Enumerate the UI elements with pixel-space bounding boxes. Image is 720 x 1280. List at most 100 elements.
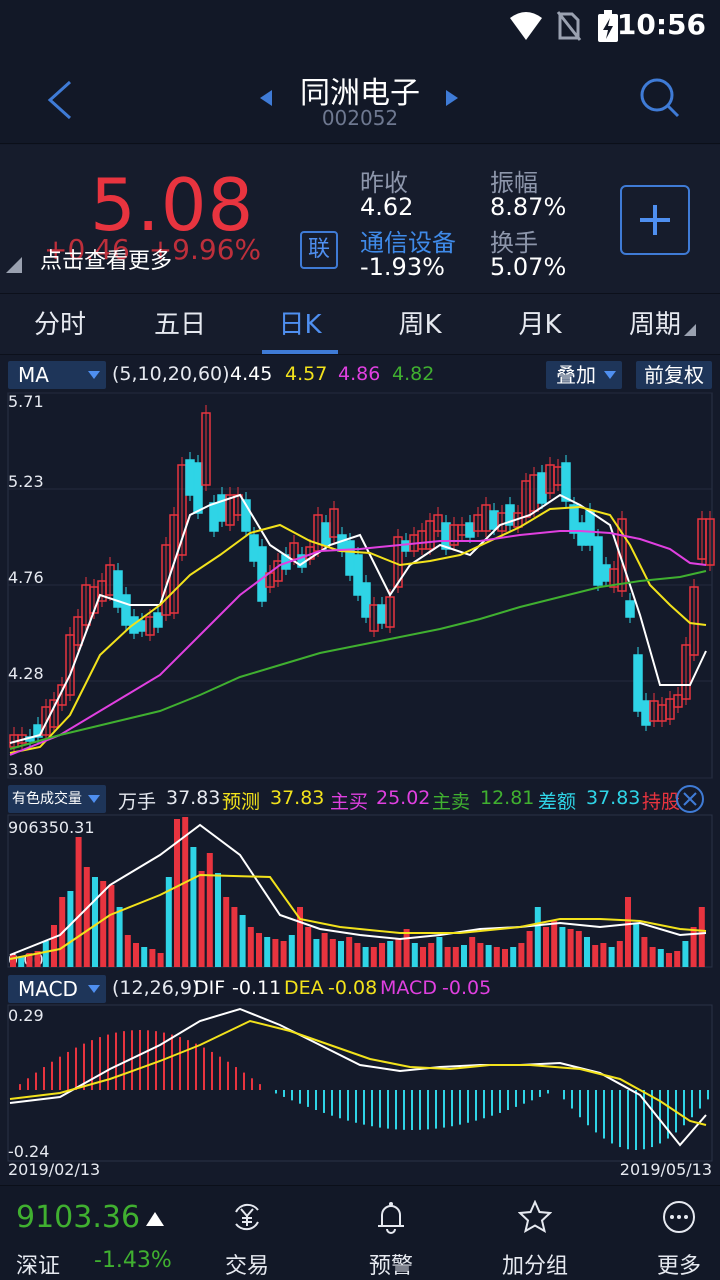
- volume-bar: [616, 941, 623, 967]
- volume-bar: [288, 935, 295, 967]
- tab-monthly-k[interactable]: 月K: [518, 310, 562, 340]
- candle-body: [377, 604, 387, 624]
- corner-triangle-icon: [6, 257, 22, 273]
- volume-bar: [182, 817, 189, 967]
- current-price: 5.08: [90, 163, 255, 247]
- ma-indicator-select[interactable]: MA: [8, 361, 106, 389]
- ma10-value: 4.57: [285, 363, 328, 385]
- candle-body: [209, 502, 219, 532]
- ma20-line: [9, 530, 707, 756]
- header: 同洲电子 002052: [0, 52, 720, 144]
- candle-body: [113, 570, 123, 608]
- more-icon: [663, 1201, 695, 1233]
- turnover-value: 5.07%: [490, 253, 567, 281]
- volume-bar: [387, 941, 394, 967]
- back-icon[interactable]: [44, 78, 74, 122]
- up-arrow-icon: [146, 1212, 164, 1226]
- ma-params: (5,10,20,60): [112, 363, 230, 385]
- volume-bar: [428, 943, 435, 967]
- macd-min-label: -0.24: [8, 1142, 49, 1161]
- view-more-hint[interactable]: 点击查看更多: [40, 249, 173, 274]
- volume-unit: 万手: [118, 791, 157, 813]
- volume-bar: [75, 837, 82, 967]
- volume-bar: [297, 907, 303, 967]
- volume-bar: [493, 947, 500, 967]
- prev-close-label: 昨收: [360, 169, 408, 197]
- macd-max-label: 0.29: [8, 1006, 44, 1025]
- volume-bar: [206, 853, 213, 967]
- volume-bar: [411, 943, 418, 967]
- price-change: +0.46: [44, 233, 130, 266]
- price-axis-label: 5.23: [8, 472, 44, 491]
- volume-bar: [313, 939, 320, 967]
- period-dropdown-icon: [684, 324, 696, 336]
- index-name: 深证: [16, 1254, 61, 1279]
- dif-label: DIF: [194, 977, 226, 999]
- volume-bar: [674, 951, 681, 967]
- candle-body: [401, 540, 411, 552]
- candle-body: [385, 596, 395, 628]
- volume-bar: [329, 939, 336, 967]
- quote-panel[interactable]: 5.08 +0.46 +9.96% 点击查看更多 联 昨收 4.62 通信设备 …: [0, 145, 720, 293]
- candle-body: [345, 540, 355, 576]
- candle-body: [193, 462, 203, 514]
- volume-bar: [280, 941, 287, 967]
- add-watchlist-button[interactable]: [620, 185, 690, 255]
- volume-bar: [575, 931, 582, 967]
- volume-bar: [690, 927, 697, 967]
- dea-label: DEA: [284, 977, 324, 999]
- sector-link[interactable]: 通信设备: [360, 229, 456, 257]
- related-button[interactable]: 联: [300, 231, 338, 269]
- index-value[interactable]: 9103.36: [16, 1200, 141, 1235]
- star-icon: [518, 1200, 552, 1234]
- target-icon[interactable]: [674, 783, 706, 815]
- candle-body: [249, 534, 259, 562]
- nav-more[interactable]: 更多: [624, 1186, 720, 1280]
- candle-body: [689, 586, 699, 656]
- candle-body: [337, 534, 347, 552]
- search-icon[interactable]: [638, 76, 682, 120]
- volume-bar: [51, 925, 57, 967]
- tab-period[interactable]: 周期: [628, 310, 681, 340]
- volume-bar: [165, 877, 172, 967]
- macd-dea-line: [9, 1019, 707, 1126]
- adjust-button[interactable]: 前复权: [636, 361, 712, 389]
- prev-stock-icon[interactable]: [258, 88, 274, 108]
- candle-body: [425, 520, 435, 550]
- tab-five-day[interactable]: 五日: [153, 310, 206, 340]
- volume-bar: [133, 943, 139, 967]
- volume-indicator-select[interactable]: 有色成交量: [8, 785, 106, 813]
- chevron-down-icon: [88, 371, 100, 379]
- date-start-label: 2019/02/13: [8, 1160, 100, 1179]
- chevron-down-icon: [88, 795, 100, 803]
- volume-bar: [641, 937, 648, 967]
- yuan-exchange-icon: [235, 1203, 259, 1231]
- nav-trade[interactable]: 交易: [192, 1186, 302, 1280]
- nav-alert[interactable]: 预警: [336, 1186, 446, 1280]
- tab-weekly-k[interactable]: 周K: [398, 310, 442, 340]
- volume-bar: [682, 941, 689, 967]
- nav-add-group[interactable]: 加分组: [480, 1186, 590, 1280]
- candle-body: [321, 522, 331, 546]
- macd-panel-frame: [7, 1004, 713, 1162]
- tab-intraday[interactable]: 分时: [33, 310, 86, 340]
- tab-daily-k[interactable]: 日K: [278, 310, 322, 340]
- macd-params: (12,26,9): [112, 977, 200, 999]
- volume-bar: [600, 943, 607, 967]
- volume-bar: [124, 935, 131, 967]
- chart-area[interactable]: MA (5,10,20,60) 4.45 4.57 4.86 4.82 叠加 前…: [0, 355, 720, 1185]
- volume-bar: [305, 927, 312, 967]
- period-tabs: 分时 五日 日K 周K 月K 周期: [0, 293, 720, 355]
- volume-bar: [215, 873, 221, 967]
- volume-bar: [518, 943, 525, 967]
- macd-indicator-select[interactable]: MACD: [8, 975, 106, 1003]
- ma60-line: [9, 570, 707, 750]
- overlay-label: 叠加: [556, 363, 596, 387]
- volume-bar: [321, 933, 328, 967]
- candlestick-chart[interactable]: 5.715.234.764.283.80906350.310.000.29-0.…: [0, 355, 720, 1185]
- overlay-select[interactable]: 叠加: [546, 361, 622, 389]
- volume-bar: [354, 943, 361, 967]
- candle-body: [537, 472, 547, 504]
- volume-bar: [346, 937, 353, 967]
- next-stock-icon[interactable]: [444, 88, 460, 108]
